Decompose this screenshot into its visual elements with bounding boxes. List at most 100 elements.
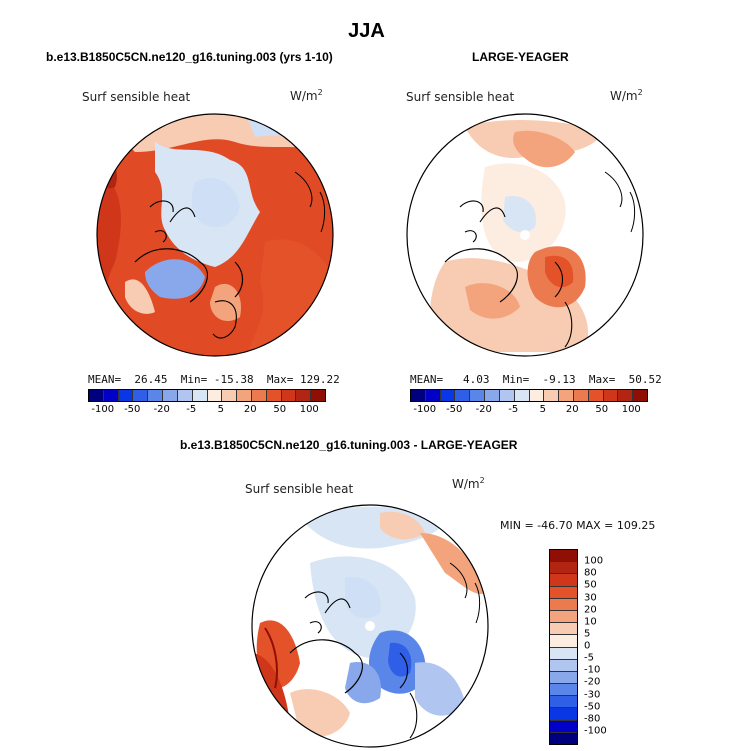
colorbar-tick-label: -20 [153,404,170,415]
obs-units-label: W/m2 [610,88,643,103]
colorbar-swatch [550,574,577,587]
colorbar-tick-label: 100 [584,555,604,567]
colorbar-swatch [514,390,530,401]
colorbar-swatch [296,390,312,401]
colorbar-swatch [192,390,208,401]
colorbar-tick-label: 80 [584,567,597,579]
colorbar-swatch [251,390,267,401]
colorbar-tick-label: -50 [446,404,463,415]
colorbar-swatch [425,390,441,401]
colorbar-tick-label: 30 [584,592,597,603]
colorbar-swatch [237,390,252,401]
colorbar-swatch [550,623,577,636]
colorbar-tick-label: 100 [621,404,641,415]
colorbar-tick-label: -50 [584,701,601,713]
colorbar-swatch [550,720,577,733]
colorbar-tick-label: -50 [124,404,141,415]
diff-colorbar-ticks: 100 80 50 30 20 10 5 0 -5 -10 -20 -30 -50 -80 -100 [584,549,624,743]
colorbar-tick-label: 20 [584,604,597,616]
colorbar-tick-label: 20 [243,404,257,415]
colorbar-tick-label: 50 [273,404,287,415]
colorbar-swatch [550,684,577,697]
colorbar-swatch [133,390,149,401]
diff-panel-heading: b.e13.B1850C5CN.ne120_g16.tuning.003 - L… [180,438,518,452]
colorbar-swatch [550,550,577,563]
colorbar-swatch [633,390,647,401]
colorbar-swatch [588,390,604,401]
colorbar-swatch [411,390,426,401]
colorbar-swatch [618,390,634,401]
colorbar-swatch [499,390,515,401]
colorbar-swatch [550,598,577,611]
model-mean: MEAN= 26.45 [88,373,168,386]
colorbar-swatch [163,390,178,401]
model-colorbar [88,389,326,402]
colorbar-tick-label: 50 [584,579,597,591]
colorbar-swatch [148,390,164,401]
colorbar-tick-label: -5 [186,404,197,415]
diff-variable-label: Surf sensible heat [245,482,354,496]
colorbar-swatch [550,696,577,709]
colorbar-tick-label: 20 [565,404,579,415]
diff-polar-map [251,504,489,748]
obs-colorbar [410,389,648,402]
colorbar-swatch [118,390,134,401]
colorbar-swatch [603,390,619,401]
colorbar-swatch [550,610,577,624]
model-colorbar-ticks: -100 -50 -20 -5 5 20 50 100 [88,404,324,418]
colorbar-swatch [485,390,500,401]
figure-title: JJA [348,20,385,42]
colorbar-swatch [529,390,545,401]
obs-polar-map [406,113,644,357]
colorbar-swatch [559,390,574,401]
model-panel-heading: b.e13.B1850C5CN.ne120_g16.tuning.003 (yr… [46,50,333,64]
colorbar-swatch [550,671,577,685]
colorbar-tick-label: -100 [91,404,115,415]
colorbar-swatch [207,390,223,401]
diff-units-label: W/m2 [452,476,485,491]
colorbar-tick-label: 0 [584,640,591,652]
colorbar-tick-label: -100 [584,725,607,737]
obs-variable-label: Surf sensible heat [406,90,515,104]
colorbar-swatch [103,390,119,401]
colorbar-tick-label: 50 [595,404,609,415]
colorbar-tick-label: -100 [413,404,437,415]
model-min: Min= -15.38 [180,373,254,386]
colorbar-swatch [550,562,577,575]
diff-colorbar [549,549,578,745]
colorbar-tick-label: -5 [508,404,519,415]
model-polar-map [96,113,334,357]
model-max: Max= 129.22 [266,373,340,386]
colorbar-tick-label: -5 [584,652,594,664]
colorbar-swatch [89,390,104,401]
colorbar-tick-label: 100 [299,404,319,415]
obs-colorbar-ticks: -100 -50 -20 -5 5 20 50 100 [410,404,646,418]
colorbar-swatch [222,390,238,401]
colorbar-tick-label: -80 [584,713,601,725]
colorbar-swatch [550,647,577,660]
model-variable-label: Surf sensible heat [82,90,191,104]
colorbar-swatch [550,708,577,721]
obs-mean: MEAN= 4.03 [410,373,490,386]
colorbar-tick-label: 10 [584,616,597,628]
colorbar-swatch [550,732,577,744]
colorbar-tick-label: 5 [584,628,591,640]
colorbar-swatch [470,390,486,401]
colorbar-tick-label: -10 [584,664,601,676]
obs-panel-heading: LARGE-YEAGER [472,50,569,64]
colorbar-tick-label: -20 [475,404,492,415]
colorbar-tick-label: 5 [539,404,546,415]
model-units-label: W/m2 [290,88,323,103]
colorbar-swatch [266,390,282,401]
colorbar-swatch [550,586,577,599]
model-stats: MEAN= 26.45 Min= -15.38 Max= 129.22 [88,373,340,386]
colorbar-swatch [311,390,325,401]
colorbar-swatch [440,390,456,401]
diff-minmax: MIN = -46.70 MAX = 109.25 [500,519,656,532]
colorbar-swatch [177,390,193,401]
obs-stats: MEAN= 4.03 Min= -9.13 Max= 50.52 [410,373,662,386]
colorbar-swatch [573,390,589,401]
colorbar-swatch [550,635,577,648]
obs-min: Min= -9.13 [502,373,576,386]
colorbar-swatch [455,390,471,401]
